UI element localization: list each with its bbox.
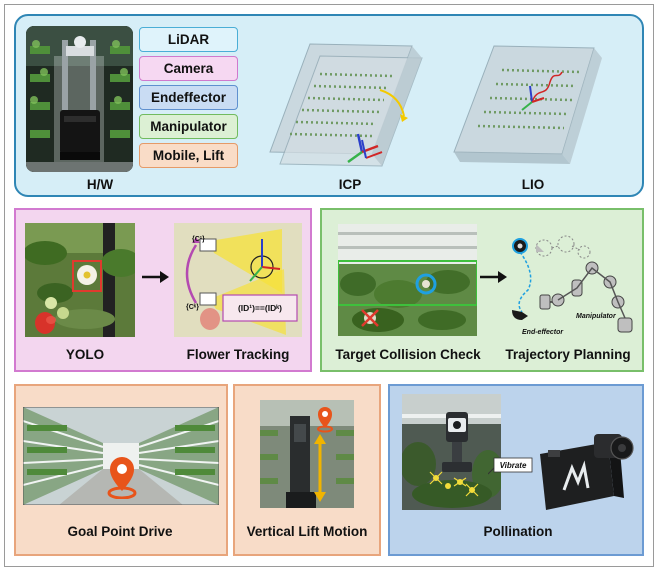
component-pill-camera: Camera bbox=[139, 56, 238, 81]
component-pill-lidar: LiDAR bbox=[139, 27, 238, 52]
icp-caption: ICP bbox=[338, 177, 362, 192]
robot-photo bbox=[26, 26, 133, 172]
component-pill-mobile-lift: Mobile, Lift bbox=[139, 143, 238, 168]
collision-to-trajectory-arrow bbox=[480, 271, 507, 283]
collision-check-caption: Target Collision Check bbox=[335, 347, 481, 362]
end-effector-label: End-effector bbox=[522, 329, 564, 336]
svg-text:{C¹}: {C¹} bbox=[192, 236, 205, 243]
vertical-lift-photo bbox=[260, 400, 354, 508]
greenhouse-aisle-photo bbox=[23, 407, 219, 505]
icp-point-cloud bbox=[269, 43, 423, 167]
hw-caption: H/W bbox=[86, 177, 114, 192]
vertical-lift-caption: Vertical Lift Motion bbox=[246, 524, 368, 539]
lio-point-cloud bbox=[453, 45, 602, 164]
component-pill-manipulator: Manipulator bbox=[139, 114, 238, 139]
vibration-motor-device: M bbox=[540, 434, 634, 510]
component-pill-endeffector: Endeffector bbox=[139, 85, 238, 110]
trajectory-planning-diagram: Manipulator End-effector bbox=[512, 235, 633, 336]
id-equation: (ID¹)==(IDᵏ) bbox=[238, 303, 282, 313]
figure-frame bbox=[4, 4, 654, 567]
collision-check-photo bbox=[338, 224, 477, 336]
manipulator-label: Manipulator bbox=[576, 313, 617, 320]
pollination-photo bbox=[402, 394, 501, 510]
yolo-to-tracking-arrow bbox=[142, 271, 169, 283]
vibrate-callout: Vibrate bbox=[488, 457, 533, 475]
svg-text:{Cᵏ}: {Cᵏ} bbox=[186, 304, 199, 311]
flower-tracking-caption: Flower Tracking bbox=[186, 347, 290, 362]
goal-point-caption: Goal Point Drive bbox=[67, 524, 173, 539]
flower-tracking-scene: {C¹} {Cᵏ} (ID¹)==(IDᵏ) bbox=[174, 223, 302, 337]
trajectory-planning-caption: Trajectory Planning bbox=[505, 347, 631, 362]
goal-point-icon bbox=[107, 457, 137, 499]
pollination-caption: Pollination bbox=[483, 524, 553, 539]
lio-caption: LIO bbox=[521, 177, 545, 192]
vibrate-label: Vibrate bbox=[500, 461, 527, 470]
yolo-caption: YOLO bbox=[65, 347, 105, 362]
device-logo-text: M bbox=[576, 505, 577, 507]
yolo-strawberry-photo bbox=[25, 223, 135, 337]
